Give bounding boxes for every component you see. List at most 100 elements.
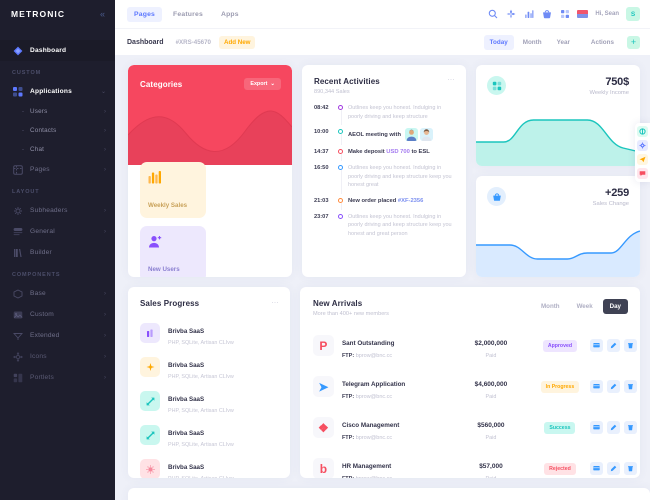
activity-time: 21:03 [313, 197, 329, 204]
activity-item[interactable]: 10:00 AEOL meeting with [314, 128, 455, 148]
tab-month[interactable]: Month [541, 303, 560, 310]
sidebar-item-chat[interactable]: - Chat › [0, 140, 115, 159]
sales-progress-title: Sales Progress [140, 299, 200, 308]
sidebar-label-icons: Icons [30, 353, 47, 360]
tile-new-users[interactable]: New Users [140, 226, 206, 277]
bar-chart-icon[interactable] [523, 9, 534, 20]
list-item[interactable]: Brivba SaaS PHP, SQLite, Artisan CLIvw [140, 384, 279, 418]
sidebar-item-custom[interactable]: Custom › [0, 304, 115, 325]
sidebar-label-portlets: Portlets [30, 374, 54, 381]
actions-button[interactable]: Actions [590, 38, 614, 46]
sidebar-item-dashboard[interactable]: Dashboard [0, 40, 115, 61]
table-row[interactable]: b HR Management FTP: bprow@bnc.cc $57,00… [312, 448, 637, 478]
categories-wave-decoration [128, 110, 292, 165]
gear-icon[interactable] [637, 140, 648, 151]
list-item[interactable]: Brivba SaaS PHP, SQLite, Artisan CLIvw [140, 350, 279, 384]
ellipsis-icon[interactable]: ⋯ [271, 300, 279, 307]
sidebar-label-subheaders: Subheaders [30, 207, 68, 214]
tab-day[interactable]: Day [602, 299, 628, 314]
row-actions [589, 339, 637, 352]
activity-item[interactable]: 23:07 Outlines keep you honest. Indulgin… [314, 213, 455, 246]
add-new-badge[interactable]: Add New [219, 35, 256, 49]
activity-text: Outlines keep you honest. Indulging in p… [347, 213, 452, 237]
row-info: HR Management FTP: bprow@bnc.cc [342, 455, 452, 478]
list-item[interactable]: Brivba SaaS PHP, SQLite, Artisan CLIvw [140, 452, 279, 478]
ellipsis-icon[interactable]: ⋯ [447, 77, 456, 84]
filter-today[interactable]: Today [483, 34, 514, 50]
export-label: Export [250, 81, 268, 87]
new-arrivals-card: New Arrivals More than 400+ new members … [299, 287, 640, 478]
sidebar-item-base[interactable]: Base › [0, 283, 115, 304]
row-info: Cisco Management FTP: bprow@bnc.cc [342, 414, 452, 441]
sidebar-item-general[interactable]: General › [0, 221, 115, 242]
sidebar-item-subheaders[interactable]: Subheaders › [0, 200, 115, 221]
sidebar-item-pages[interactable]: Pages › [0, 159, 115, 180]
edit-icon[interactable] [606, 421, 620, 434]
tab-apps[interactable]: Apps [220, 10, 239, 18]
compass-icon[interactable] [505, 9, 516, 20]
sidebar-item-users[interactable]: - Users › [0, 102, 115, 121]
avatar[interactable]: S [626, 7, 640, 21]
delete-icon[interactable] [623, 380, 637, 393]
row-name: HR Management [341, 463, 392, 470]
row-paid: Paid [452, 476, 530, 478]
chevron-double-left-icon[interactable]: « [99, 8, 105, 19]
filter-month[interactable]: Month [522, 38, 542, 46]
card-icon[interactable] [589, 421, 603, 434]
activity-text: Make deposit USD 700 to ESL [347, 148, 455, 157]
sidebar-item-contacts[interactable]: - Contacts › [0, 121, 115, 140]
us-flag-icon[interactable] [577, 10, 589, 18]
delete-icon[interactable] [623, 462, 637, 475]
stats-column: 750$ Weekly Income [476, 65, 640, 277]
chevron-right-icon: › [104, 374, 106, 381]
sidebar-item-portlets[interactable]: Portlets › [0, 367, 115, 388]
subheader-icon [12, 205, 23, 216]
activity-item[interactable]: 14:37 Make deposit USD 700 to ESL [314, 148, 455, 164]
search-icon[interactable] [487, 9, 498, 20]
sidebar-item-icons[interactable]: Icons › [0, 346, 115, 367]
card-icon[interactable] [589, 462, 603, 475]
list-item[interactable]: Brivba SaaS PHP, SQLite, Artisan CLIvw [140, 418, 279, 452]
table-row[interactable]: ❖ Cisco Management FTP: bprow@bnc.cc $56… [312, 407, 637, 448]
chat-icon[interactable] [637, 168, 648, 179]
dash-icon: - [22, 108, 24, 115]
activity-item[interactable]: 21:03 New order placed #XF-2356 [314, 197, 455, 213]
plus-icon[interactable]: + [627, 35, 640, 49]
tab-week[interactable]: Week [576, 303, 593, 310]
send-icon[interactable] [637, 154, 648, 165]
cart-icon[interactable] [541, 9, 552, 20]
activity-link[interactable]: #XF-2356 [397, 197, 424, 204]
list-item[interactable]: Brivba SaaS PHP, SQLite, Artisan CLIvw [140, 316, 279, 350]
grid-icon[interactable] [559, 9, 570, 20]
sidebar-label-dashboard: Dashboard [30, 47, 67, 54]
chevron-right-icon: › [104, 311, 106, 318]
activity-link[interactable]: USD 700 [386, 149, 410, 156]
sidebar-item-builder[interactable]: Builder [0, 242, 115, 263]
activity-item[interactable]: 08:42 Outlines keep you honest. Indulgin… [314, 104, 455, 128]
sidebar-item-applications[interactable]: Applications ⌄ [0, 81, 115, 102]
tile-weekly-sales[interactable]: Weekly Sales [140, 162, 206, 218]
layers-icon[interactable] [637, 126, 648, 137]
edit-icon[interactable] [606, 339, 620, 352]
sidebar-label-extended: Extended [30, 332, 60, 339]
list-item-desc: PHP, SQLite, Artisan CLIvw [168, 408, 234, 414]
card-icon[interactable] [589, 380, 603, 393]
edit-icon[interactable] [606, 462, 620, 475]
subheader: Dashboard #XRS-45670 Add New Today Month… [115, 28, 650, 55]
delete-icon[interactable] [623, 421, 637, 434]
activity-item[interactable]: 16:50 Outlines keep you honest. Indulgin… [314, 164, 455, 197]
sidebar-item-extended[interactable]: Extended › [0, 325, 115, 346]
table-row[interactable]: ➤ Telegram Application FTP: bprow@bnc.cc… [312, 366, 637, 407]
new-arrivals-header: New Arrivals More than 400+ new members … [313, 299, 628, 317]
table-row[interactable]: P Sant Outstanding FTP: bprow@bnc.cc $2,… [312, 325, 637, 366]
delete-icon[interactable] [623, 339, 637, 352]
tab-pages[interactable]: Pages [127, 6, 163, 22]
list-item-desc: PHP, SQLite, Artisan CLIvw [168, 442, 234, 448]
row-price: $57,000 [479, 463, 503, 470]
weekly-income-value: 750$ [605, 76, 629, 88]
edit-icon[interactable] [606, 380, 620, 393]
card-icon[interactable] [589, 339, 603, 352]
filter-year[interactable]: Year [556, 38, 570, 46]
export-button[interactable]: Export ⌄ [244, 78, 281, 90]
tab-features[interactable]: Features [173, 10, 203, 18]
